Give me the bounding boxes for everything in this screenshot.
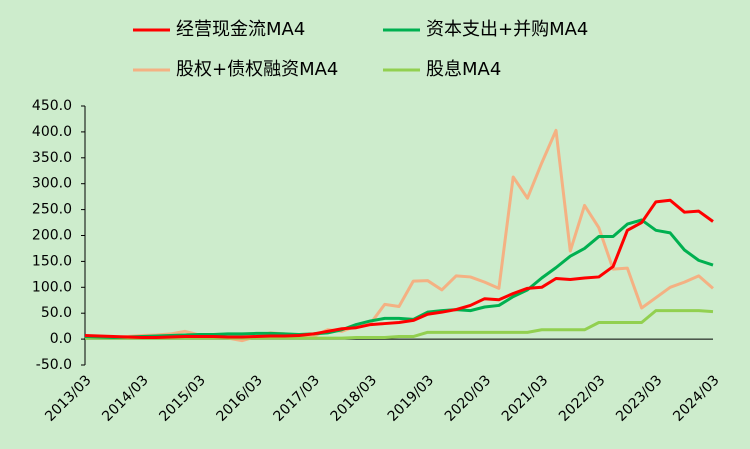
y-tick-label: 450.0 bbox=[32, 98, 72, 114]
y-tick-label: 250.0 bbox=[32, 202, 72, 218]
x-tick-label: 2018/03 bbox=[328, 372, 380, 424]
y-tick-label: 50.0 bbox=[41, 305, 72, 321]
x-tick-label: 2015/03 bbox=[156, 372, 208, 424]
y-tick-label: 300.0 bbox=[32, 176, 72, 192]
line-series bbox=[84, 198, 714, 340]
x-tick-label: 2017/03 bbox=[271, 372, 323, 424]
line-series bbox=[84, 218, 714, 340]
x-tick-label: 2023/03 bbox=[613, 372, 665, 424]
legend-label: 经营现金流MA4 bbox=[176, 19, 305, 40]
x-tick-label: 2016/03 bbox=[213, 372, 265, 424]
legend-label: 资本支出+并购MA4 bbox=[426, 19, 588, 40]
x-tick-label: 2021/03 bbox=[499, 372, 551, 424]
x-tick-label: 2022/03 bbox=[556, 372, 608, 424]
legend-label: 股权+债权融资MA4 bbox=[176, 59, 338, 80]
y-tick-label: 400.0 bbox=[32, 124, 72, 140]
y-tick-label: 350.0 bbox=[32, 150, 72, 166]
y-tick-label: 0.0 bbox=[50, 331, 72, 347]
line-series bbox=[84, 128, 714, 343]
x-tick-label: 2019/03 bbox=[385, 372, 437, 424]
legend-label: 股息MA4 bbox=[426, 59, 501, 80]
x-tick-label: 2013/03 bbox=[42, 372, 94, 424]
y-tick-label: 100.0 bbox=[32, 279, 72, 295]
x-tick-label: 2020/03 bbox=[442, 372, 494, 424]
x-tick-label: 2024/03 bbox=[670, 372, 722, 424]
line-series bbox=[85, 309, 714, 340]
y-tick-label: 200.0 bbox=[32, 228, 72, 244]
x-tick-label: 2014/03 bbox=[99, 372, 151, 424]
y-tick-label: 150.0 bbox=[32, 253, 72, 269]
y-tick-label: -50.0 bbox=[36, 357, 72, 373]
